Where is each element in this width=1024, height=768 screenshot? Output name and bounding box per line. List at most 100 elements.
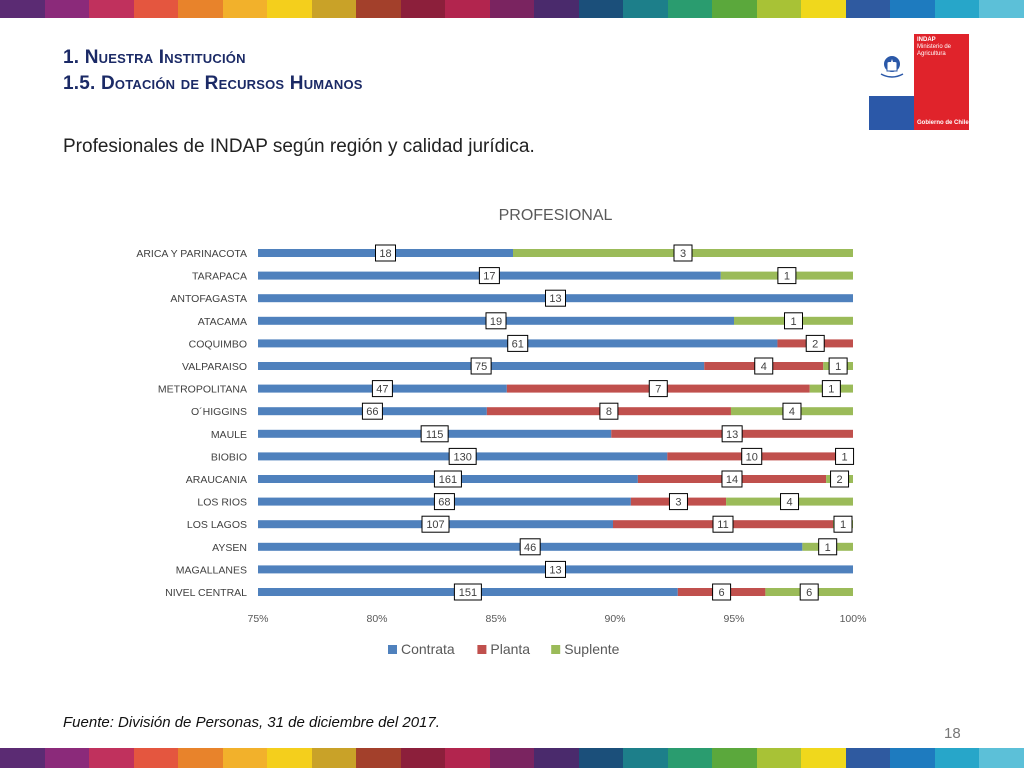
data-label-box (828, 357, 848, 375)
category-label: ARICA Y PARINACOTA (136, 248, 247, 260)
data-label: 1 (828, 384, 834, 396)
stripe-segment (311, 748, 357, 768)
stripe-segment (178, 0, 223, 18)
stripe-segment (489, 0, 535, 18)
coat-of-arms-icon (880, 56, 903, 78)
x-tick-label: 85% (485, 613, 506, 625)
logo-org-name: INDAP (917, 37, 936, 43)
category-label: MAGALLANES (176, 564, 247, 576)
stripe-segment (667, 748, 713, 768)
data-label: 11 (717, 519, 728, 531)
data-label: 75 (475, 361, 487, 373)
stacked-bar-chart: PROFESIONAL ARICA Y PARINACOTA 1 8 3 TARAPACA… (136, 207, 866, 657)
bottom-color-stripe (0, 748, 1024, 768)
stripe-segment (712, 0, 757, 18)
logo-government: Gobierno de Chile (917, 120, 969, 126)
stripe-segment (0, 0, 45, 18)
category-label: LOS LAGOS (187, 519, 247, 531)
legend-label: Suplente (564, 641, 619, 657)
legend-label: Planta (490, 641, 530, 657)
stripe-segment (89, 0, 134, 18)
data-label-box (599, 402, 619, 420)
data-label: 2 (836, 474, 842, 486)
data-label-box (519, 538, 541, 556)
category-label: ATACAMA (198, 316, 247, 328)
chart-title: PROFESIONAL (499, 207, 613, 224)
stripe-segment (89, 748, 134, 768)
category-label: TARAPACA (192, 271, 247, 283)
data-label: 4 (789, 406, 795, 418)
page-number: 18 (944, 725, 961, 742)
data-label-box (712, 583, 732, 601)
data-label: 3 (675, 497, 681, 509)
data-label: 115 (426, 429, 444, 441)
data-label-box (361, 402, 383, 420)
source-note: Fuente: División de Personas, 31 de dici… (63, 714, 440, 731)
data-label-box (485, 312, 507, 330)
data-label-box (545, 560, 566, 578)
data-label: 46 (524, 542, 536, 554)
data-label: 130 (453, 451, 471, 463)
data-label: 66 (366, 406, 378, 418)
stripe-segment (489, 748, 535, 768)
category-label: ANTOFAGASTA (170, 293, 247, 305)
stripe-segment (578, 0, 624, 18)
data-label: 6 (719, 587, 725, 599)
x-tick-label: 90% (604, 613, 625, 625)
category-label: ARAUCANIA (186, 474, 247, 486)
data-label-box (721, 425, 743, 443)
category-label: COQUIMBO (189, 338, 247, 350)
data-label-box (784, 312, 803, 330)
logo-white-field (869, 34, 914, 96)
stripe-segment (890, 0, 935, 18)
stripe-segment (400, 748, 446, 768)
category-label: O´HIGGINS (191, 406, 247, 418)
data-label-box (470, 357, 492, 375)
data-label-box (648, 380, 668, 398)
stripe-segment (890, 748, 935, 768)
logo-ministry: Ministerio de Agricultura (917, 44, 952, 57)
stripe-segment (133, 0, 179, 18)
data-label-box (830, 470, 850, 488)
stripe-segment (578, 748, 624, 768)
title-line-1: 1. Nuestra Institución (63, 47, 246, 68)
data-label-box (818, 538, 838, 556)
x-tick-label: 80% (366, 613, 387, 625)
data-label-box (741, 447, 763, 465)
x-tick-label: 75% (247, 613, 268, 625)
stripe-segment (623, 748, 668, 768)
data-label-box (805, 334, 825, 352)
category-label: NIVEL CENTRAL (165, 587, 247, 599)
slide-subtitle: Profesionales de INDAP según región y ca… (63, 136, 535, 157)
data-label: 6 (806, 587, 812, 599)
stripe-segment (934, 748, 980, 768)
data-label: 1 (825, 542, 831, 554)
stripe-segment (178, 748, 223, 768)
data-label: 13 (549, 564, 561, 576)
data-label: 8 (606, 406, 612, 418)
legend-label: Contrata (401, 641, 455, 657)
stripe-segment (845, 748, 891, 768)
category-label: AYSEN (212, 542, 247, 554)
data-label: 1 (790, 316, 796, 328)
data-label: 2 (812, 338, 818, 350)
data-label: 7 (655, 384, 661, 396)
stripe-segment (712, 748, 757, 768)
data-label-box (712, 515, 734, 533)
data-label-box (821, 380, 841, 398)
legend-swatch-planta (477, 645, 487, 654)
data-label-box (782, 402, 802, 420)
data-label: 4 (761, 361, 767, 373)
data-label-box (478, 267, 500, 285)
data-label: 1 (841, 451, 847, 463)
stripe-segment (400, 0, 446, 18)
data-label: 68 (438, 497, 450, 509)
data-label: 19 (490, 316, 502, 328)
stripe-segment (445, 0, 490, 18)
slide-title: 1. Nuestra Institución 1.5. Dotación de … (63, 45, 363, 97)
data-label-box (371, 380, 393, 398)
data-label: 47 (376, 384, 388, 396)
data-label: 4 (786, 497, 792, 509)
data-label-box (375, 244, 396, 262)
stripe-segment (801, 0, 846, 18)
